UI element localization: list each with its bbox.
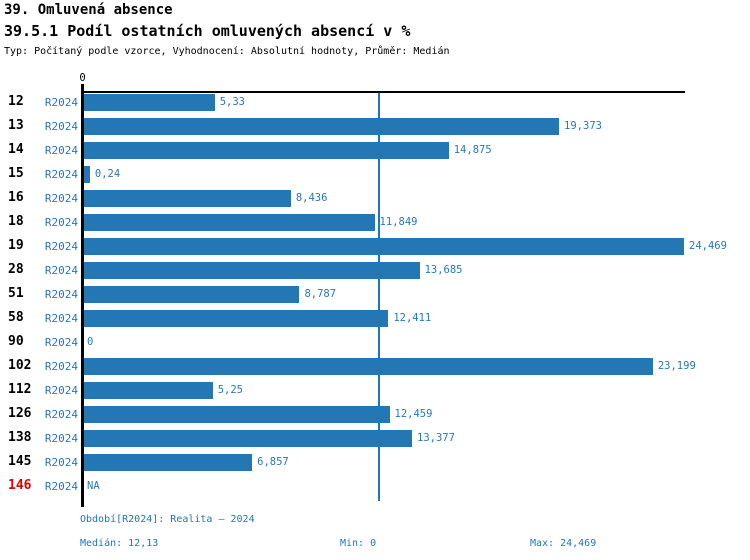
bar: [84, 429, 412, 447]
row-category-label: 112: [8, 382, 32, 397]
table-row: 146 R2024 NA: [0, 474, 750, 498]
bar-value-label: 12,411: [393, 312, 432, 324]
table-row: 90 R2024 0: [0, 330, 750, 354]
y-axis-line: [81, 84, 84, 507]
row-category-label: 90: [8, 334, 24, 349]
footer-max-label: Max: 24,469: [530, 538, 597, 549]
table-row: 28 R2024 13,685: [0, 258, 750, 282]
row-series-label: R2024: [44, 168, 78, 181]
bar-value-label: 12,459: [394, 408, 433, 420]
row-category-label: 102: [8, 358, 32, 373]
bar: [84, 405, 390, 423]
row-series-label: R2024: [44, 480, 78, 493]
bar-value-label: 5,25: [217, 384, 244, 396]
table-row: 126 R2024 12,459: [0, 402, 750, 426]
row-category-label: 14: [8, 142, 24, 157]
bar: [84, 117, 560, 135]
table-row: 13 R2024 19,373: [0, 114, 750, 138]
row-category-label: 28: [8, 262, 24, 277]
row-series-label: R2024: [44, 456, 78, 469]
bar: [84, 453, 253, 471]
x-axis-line: [82, 91, 685, 93]
bar-value-label: 19,373: [564, 120, 602, 132]
bar: [84, 141, 449, 159]
footer-min-label: Min: 0: [340, 538, 377, 549]
chart-subtitle: 39.5.1 Podíl ostatních omluvených absenc…: [4, 22, 411, 40]
bar: [84, 309, 389, 327]
bar-value-label: 5,33: [219, 96, 245, 108]
bar-value-label: 13,377: [417, 432, 455, 444]
chart-title: 39. Omluvená absence: [4, 2, 173, 18]
table-row: 58 R2024 12,411: [0, 306, 750, 330]
bar: [84, 237, 684, 255]
row-series-label: R2024: [44, 336, 78, 349]
row-category-label: 18: [8, 214, 24, 229]
bar-value-label: 13,685: [424, 264, 463, 276]
median-reference-line: [378, 93, 381, 501]
table-row: 14 R2024 14,875: [0, 138, 750, 162]
row-series-label: R2024: [44, 96, 78, 109]
table-row: 18 R2024 11,849: [0, 210, 750, 234]
row-category-label: 126: [8, 406, 32, 421]
bar-value-label: 0: [87, 336, 94, 348]
bar-value-label: 8,436: [295, 192, 328, 204]
row-category-label: 16: [8, 190, 24, 205]
bar: [84, 285, 300, 303]
table-row: 51 R2024 8,787: [0, 282, 750, 306]
bar-value-label: 14,875: [453, 144, 492, 156]
bar-value-label: 6,857: [257, 456, 289, 468]
row-series-label: R2024: [44, 312, 78, 325]
bar: [84, 189, 291, 207]
table-row: 15 R2024 0,24: [0, 162, 750, 186]
bar: [84, 213, 375, 231]
row-category-label: 145: [8, 454, 32, 469]
table-row: 102 R2024 23,199: [0, 354, 750, 378]
row-series-label: R2024: [44, 432, 78, 445]
row-series-label: R2024: [44, 360, 78, 373]
row-category-label: 146: [8, 478, 32, 493]
row-category-label: 13: [8, 118, 24, 133]
table-row: 16 R2024 8,436: [0, 186, 750, 210]
row-series-label: R2024: [44, 408, 78, 421]
bar: [84, 261, 420, 279]
bar: [84, 381, 213, 399]
bar-value-label: 24,469: [689, 240, 727, 252]
table-row: 112 R2024 5,25: [0, 378, 750, 402]
row-category-label: 138: [8, 430, 32, 445]
bar-value-label: 11,849: [379, 216, 418, 228]
x-axis-tick-zero: 0: [79, 72, 86, 84]
table-row: 19 R2024 24,469: [0, 234, 750, 258]
chart-meta-info: Typ: Počítaný podle vzorce, Vyhodnocení:…: [4, 46, 450, 57]
row-series-label: R2024: [44, 144, 78, 157]
bar-value-label: 8,787: [304, 288, 337, 300]
row-series-label: R2024: [44, 288, 78, 301]
bar: [84, 93, 215, 111]
row-series-label: R2024: [44, 240, 78, 253]
row-series-label: R2024: [44, 216, 78, 229]
table-row: 12 R2024 5,33: [0, 90, 750, 114]
footer-median-label: Medián: 12,13: [80, 538, 159, 549]
row-category-label: 51: [8, 286, 24, 301]
bar-value-label: 0,24: [94, 168, 121, 180]
row-category-label: 58: [8, 310, 24, 325]
row-series-label: R2024: [44, 384, 78, 397]
bar: [84, 165, 90, 183]
row-category-label: 12: [8, 94, 24, 109]
row-series-label: R2024: [44, 264, 78, 277]
table-row: 138 R2024 13,377: [0, 426, 750, 450]
bar: [84, 357, 653, 375]
bar-value-label: NA: [87, 480, 100, 492]
row-category-label: 19: [8, 238, 24, 253]
table-row: 145 R2024 6,857: [0, 450, 750, 474]
bar-value-label: 23,199: [657, 360, 696, 372]
row-category-label: 15: [8, 166, 24, 181]
footer-period-label: Období[R2024]: Realita – 2024: [80, 514, 255, 525]
row-series-label: R2024: [44, 120, 78, 133]
row-series-label: R2024: [44, 192, 78, 205]
